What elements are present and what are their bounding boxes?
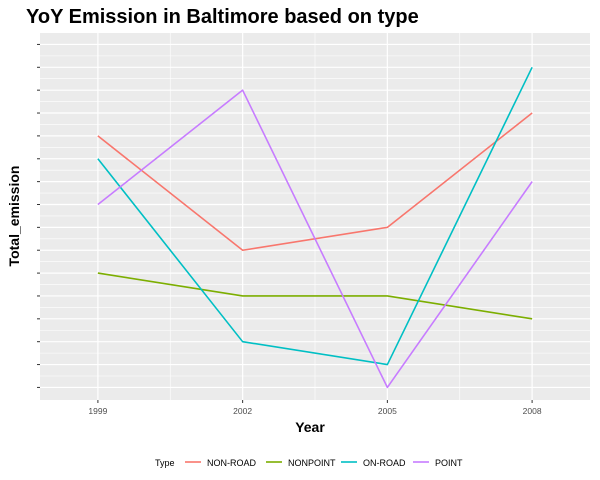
legend-label-on-road: ON-ROAD bbox=[363, 458, 406, 468]
y-axis-title: Total_emission bbox=[6, 166, 22, 267]
series-lines bbox=[97, 66, 533, 389]
series-line-nonpoint bbox=[97, 272, 533, 320]
x-axis-ticks: 1999 2002 2005 2008 bbox=[88, 400, 542, 416]
series-line-on-road bbox=[97, 66, 533, 366]
x-tick-label: 1999 bbox=[88, 406, 107, 416]
legend-label-nonpoint: NONPOINT bbox=[288, 458, 336, 468]
legend-title: Type bbox=[155, 458, 175, 468]
y-axis-ticks bbox=[37, 43, 40, 388]
legend-label-non-road: NON-ROAD bbox=[207, 458, 256, 468]
major-gridlines bbox=[40, 33, 590, 400]
x-tick-label: 2002 bbox=[233, 406, 252, 416]
legend-label-point: POINT bbox=[435, 458, 463, 468]
chart-title: YoY Emission in Baltimore based on type bbox=[26, 6, 419, 28]
legend: Type NON-ROAD NONPOINT ON-ROAD POINT bbox=[155, 458, 463, 468]
x-tick-label: 2008 bbox=[523, 406, 542, 416]
series-line-point bbox=[97, 89, 533, 389]
x-axis-title: Year bbox=[295, 419, 325, 435]
x-tick-label: 2005 bbox=[378, 406, 397, 416]
minor-gridlines bbox=[40, 33, 590, 400]
